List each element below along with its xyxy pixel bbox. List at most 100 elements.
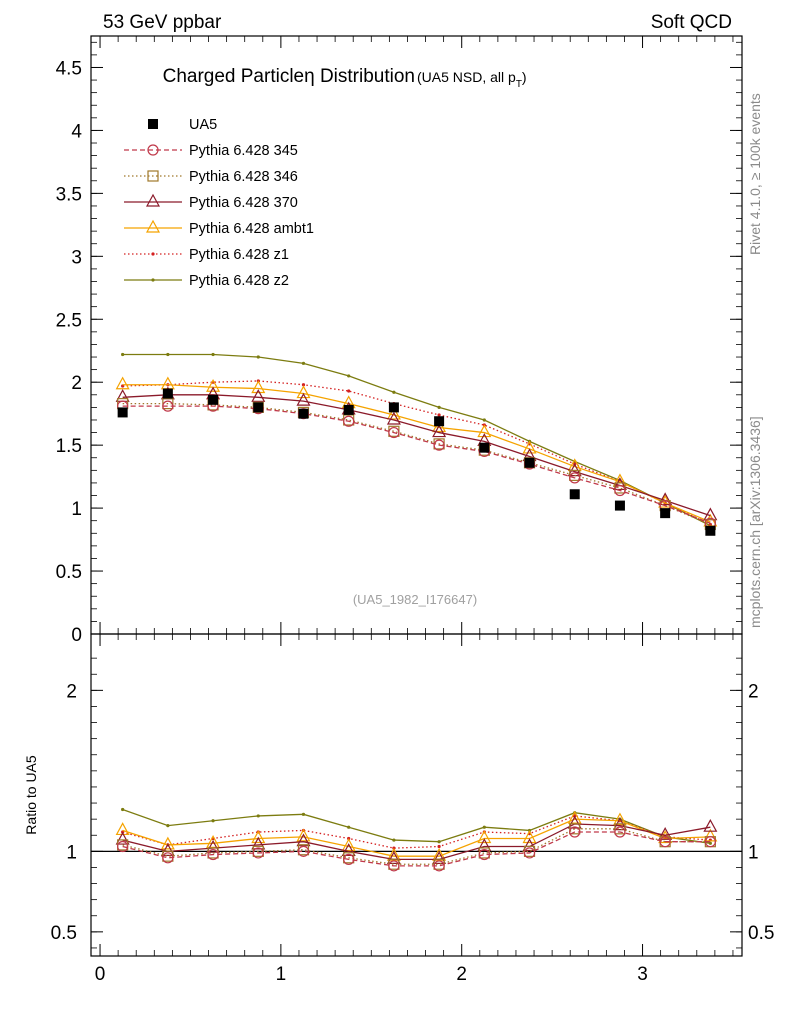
legend-marker [145,193,161,207]
ratio-point-pythia-6-428-345 [569,826,581,838]
ratio-line-pythia-6-428-ambt1 [122,818,711,857]
ratio-point-pythia-6-428-ambt1 [567,810,582,824]
ratio-point-pythia-6-428-345 [614,826,626,838]
ratio-point-pythia-6-428-ambt1 [296,828,311,842]
series-ua5 [117,388,716,536]
ratio-frame [90,633,743,957]
point-pythia-6-428-ambt1 [296,385,311,399]
point-ua5 [479,442,490,453]
series-line-pythia-6-428-370 [122,394,711,517]
legend-marker [148,119,158,129]
legend-marker [147,144,159,156]
legend-label: Pythia 6.428 346 [189,169,298,185]
ratio-point-pythia-6-428-370 [160,843,175,856]
ratio-ytick-label: 2 [66,681,77,702]
point-pythia-6-428-z2 [211,352,215,357]
series-line-pythia-6-428-345 [122,405,711,524]
legend-label: Pythia 6.428 z1 [189,247,289,263]
point-ua5 [253,402,264,413]
ratio-point-pythia-6-428-ambt1 [251,830,266,844]
ratio-point-pythia-6-428-ambt1 [206,835,221,848]
ratio-point-pythia-6-428-370 [115,831,130,845]
legend-item-pythia-6-428-z2: Pythia 6.428 z2 [124,273,289,289]
ratio-point-pythia-6-428-370 [341,843,356,856]
ratio-point-pythia-6-428-345 [117,840,129,853]
point-pythia-6-428-370 [115,389,130,402]
legend-item-pythia-6-428-370: Pythia 6.428 370 [124,193,298,211]
ratio-ytick-label-right: 1 [748,842,759,863]
ratio-point-pythia-6-428-z2 [211,819,215,823]
ratio-point-pythia-6-428-345 [523,847,536,859]
ratio-point-pythia-6-428-370 [477,838,492,852]
side-text-rivet: Rivet 4.1.0, ≥ 100k events [747,93,763,255]
point-pythia-6-428-z2 [437,405,441,409]
ratio-point-pythia-6-428-346 [614,823,626,835]
ratio-point-pythia-6-428-345 [297,845,310,857]
point-pythia-6-428-z2 [392,390,396,394]
point-pythia-6-428-z2 [301,361,306,365]
ratio-point-pythia-6-428-ambt1 [115,822,130,836]
ratio-point-pythia-6-428-370 [296,833,311,847]
point-pythia-6-428-345 [343,415,355,427]
main-ytick-label: 2 [71,373,82,394]
point-pythia-6-428-345 [433,439,445,451]
main-ytick-label: 3 [71,247,82,268]
ratio-line-pythia-6-428-346 [122,828,711,865]
ratio-line-pythia-6-428-370 [122,823,711,861]
point-pythia-6-428-z2 [121,352,125,357]
ratio-point-pythia-6-428-z2 [392,838,396,842]
header-right: Soft QCD [651,12,732,33]
ratio-ytick-label-right: 0.5 [748,923,774,944]
point-pythia-6-428-z1 [437,413,441,417]
point-ua5 [162,388,173,399]
legend-label: Pythia 6.428 345 [189,143,298,159]
point-pythia-6-428-z2 [347,374,351,378]
legend-marker [151,252,155,256]
series-line-pythia-6-428-z2 [122,353,711,527]
ratio-point-pythia-6-428-345 [433,860,445,872]
ratio-point-pythia-6-428-z2 [347,825,351,829]
point-ua5 [434,416,445,427]
ratio-point-pythia-6-428-ambt1 [522,830,537,844]
ratio-point-pythia-6-428-ambt1 [160,836,175,850]
point-pythia-6-428-370 [296,392,311,406]
legend-item-pythia-6-428-z1: Pythia 6.428 z1 [124,247,289,263]
ratio-point-pythia-6-428-345 [704,836,716,848]
point-ua5 [298,408,309,419]
point-pythia-6-428-z2 [482,418,486,422]
ratio-ytick-label: 1 [66,842,77,863]
ratio-series [115,807,718,872]
legend: UA5 Pythia 6.428 345 Pythia 6.428 346 Pythi… [124,117,314,289]
legend-item-pythia-6-428-ambt1: Pythia 6.428 ambt1 [124,219,314,237]
main-ytick-label: 0.5 [56,562,82,583]
ratio-ytick-label-right: 2 [748,681,759,702]
ratio-point-pythia-6-428-345 [162,852,174,864]
ratio-point-pythia-6-428-z2 [708,841,712,845]
ratio-ytick-label: 0.5 [51,923,77,944]
series-line-pythia-6-428-346 [122,402,711,526]
point-ua5 [343,404,354,415]
ratio-series-pythia-6-428-z2 [121,807,712,845]
point-pythia-6-428-ambt1 [522,440,537,454]
ratio-point-pythia-6-428-346 [569,823,581,835]
series-line-pythia-6-428-ambt1 [122,384,711,523]
ratio-point-pythia-6-428-ambt1 [432,847,447,861]
ratio-point-pythia-6-428-z2 [301,812,306,816]
ratio-point-pythia-6-428-370 [522,838,537,852]
header-left: 53 GeV ppbar [103,12,222,33]
xtick-label: 3 [637,964,648,985]
ratio-point-pythia-6-428-ambt1 [477,830,492,844]
main-ytick-label: 3.5 [56,184,82,205]
ratio-point-pythia-6-428-345 [388,860,400,872]
legend-item-pythia-6-428-345: Pythia 6.428 345 [124,143,298,159]
ratio-point-pythia-6-428-370 [251,836,266,850]
legend-item-ua5: UA5 [148,117,217,133]
point-pythia-6-428-370 [251,389,266,402]
series-pythia-6-428-345 [117,400,716,529]
main-ytick-label: 2.5 [56,310,82,331]
series-pythia-6-428-370 [115,386,718,521]
point-pythia-6-428-ambt1 [206,378,221,392]
legend-label: Pythia 6.428 z2 [189,273,289,289]
ratio-point-pythia-6-428-370 [386,851,401,865]
